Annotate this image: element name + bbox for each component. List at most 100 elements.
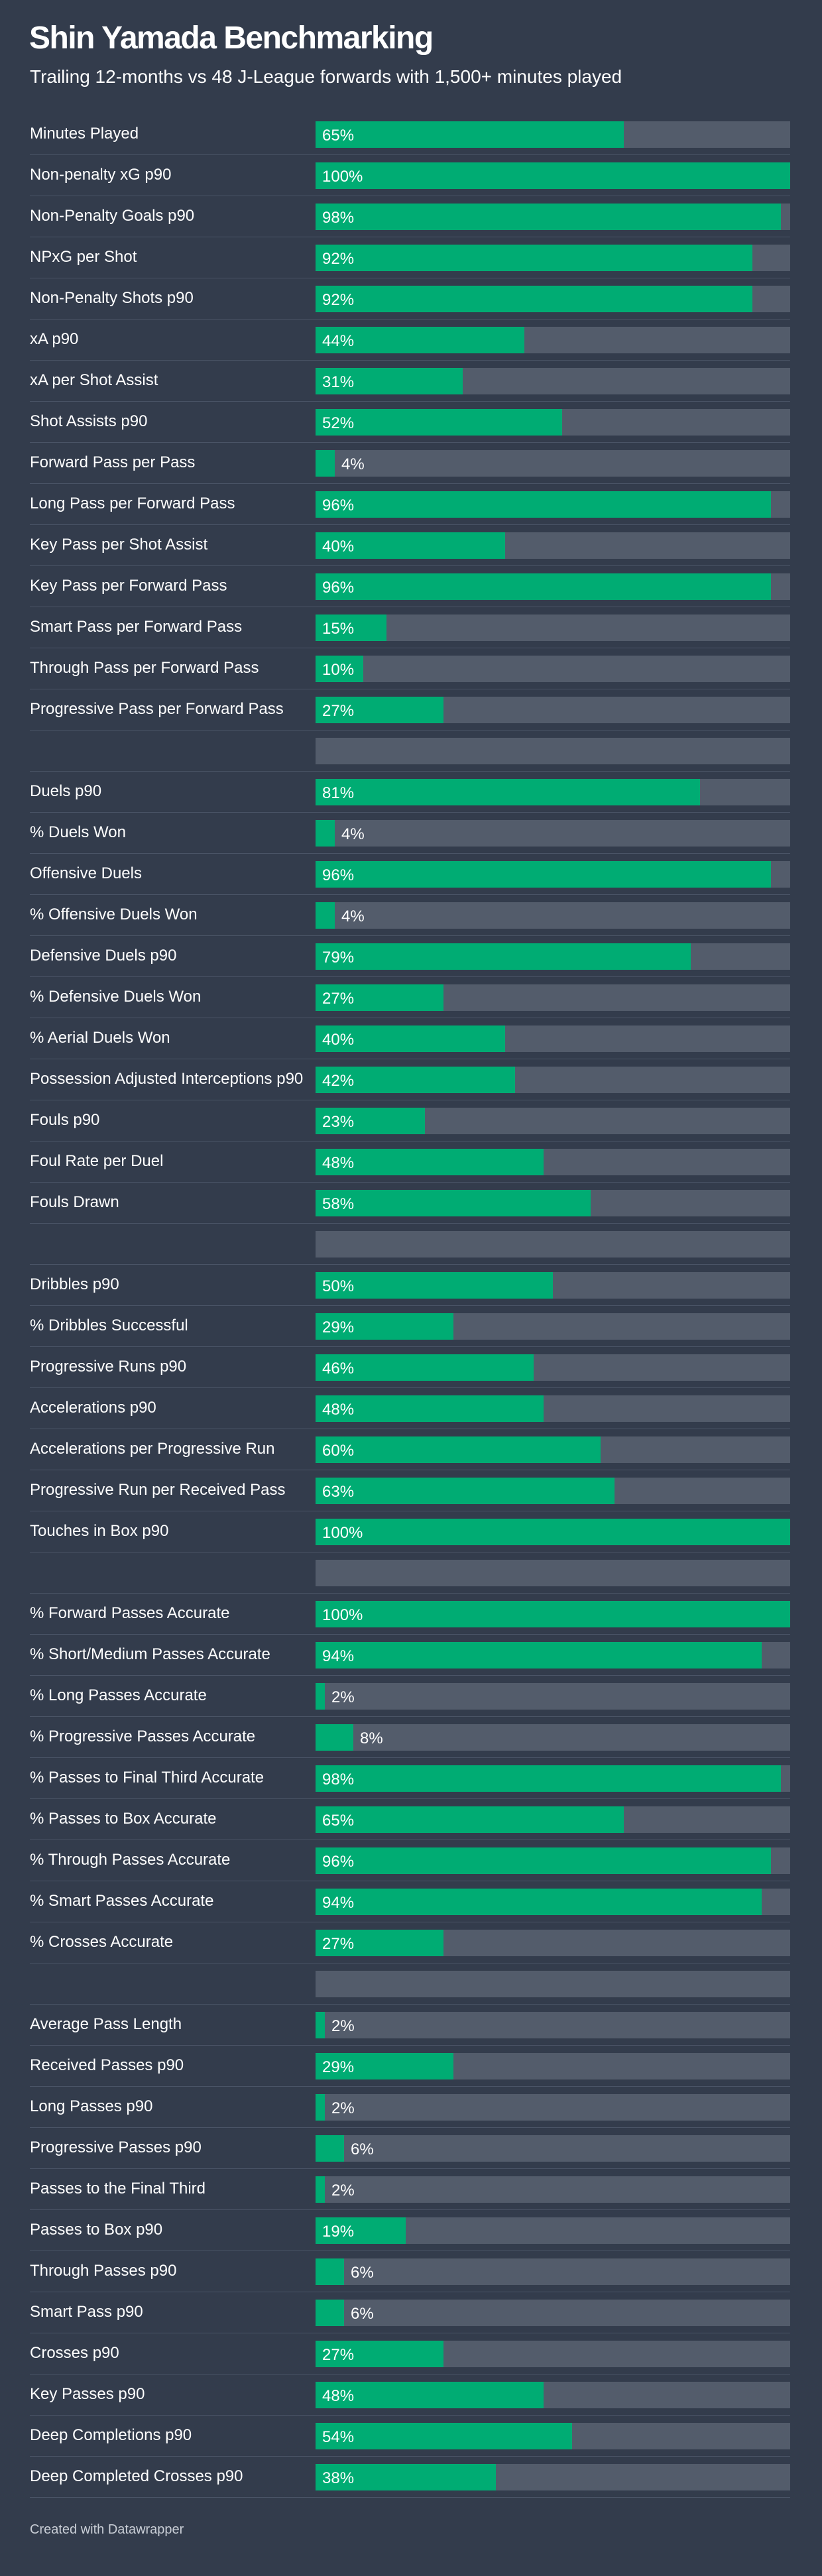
bar-track: 15% [316, 615, 790, 641]
value-label: 6% [351, 2140, 374, 2158]
bar-row [0, 1963, 822, 2005]
value-label: 6% [351, 2305, 374, 2323]
bar-track: 29% [316, 1313, 790, 1340]
bar-track: 98% [316, 1765, 790, 1792]
category-label: Key Pass per Shot Assist [30, 536, 208, 554]
value-label: 48% [322, 2387, 355, 2405]
bar-track: 42% [316, 1067, 790, 1093]
bar-row: Received Passes p90 29% [0, 2046, 822, 2087]
row-divider [30, 1223, 790, 1224]
bar-track: 44% [316, 327, 790, 353]
category-label: % Crosses Accurate [30, 1933, 174, 1951]
category-label: Through Passes p90 [30, 2262, 177, 2280]
category-label: % Progressive Passes Accurate [30, 1727, 256, 1745]
bar-row: Non-Penalty Shots p90 92% [0, 278, 822, 320]
bar-row: Foul Rate per Duel 48% [0, 1142, 822, 1183]
category-label: Minutes Played [30, 125, 139, 143]
bar-row: % Passes to Box Accurate 65% [0, 1799, 822, 1840]
row-divider [30, 2045, 790, 2046]
bar-track: 96% [316, 573, 790, 600]
bar-row: % Aerial Duels Won 40% [0, 1018, 822, 1059]
value-label: 44% [322, 332, 355, 350]
value-label: 29% [322, 2058, 355, 2076]
bar-track: 2% [316, 2012, 790, 2038]
row-divider [30, 154, 790, 155]
row-divider [30, 1346, 790, 1347]
category-label: % Long Passes Accurate [30, 1686, 207, 1704]
bar [316, 2217, 406, 2244]
bar [316, 1847, 771, 1874]
value-label: 27% [322, 2346, 355, 2364]
bar-row: % Crosses Accurate 27% [0, 1922, 822, 1963]
category-label: % Passes to Box Accurate [30, 1810, 217, 1828]
bar-track: 94% [316, 1889, 790, 1915]
bar-row: Passes to the Final Third 2% [0, 2169, 822, 2210]
bar [316, 1806, 624, 1833]
bar [316, 943, 691, 970]
bar-track: 81% [316, 779, 790, 805]
value-label: 19% [322, 2223, 355, 2241]
category-label: Non-Penalty Goals p90 [30, 207, 195, 225]
category-label: Progressive Passes p90 [30, 2138, 202, 2156]
bar-row: Dribbles p90 50% [0, 1265, 822, 1306]
bar-track: 4% [316, 450, 790, 477]
bar-row: Progressive Pass per Forward Pass 27% [0, 689, 822, 731]
value-label: 60% [322, 1442, 355, 1460]
bar [316, 2300, 344, 2326]
bar [316, 779, 700, 805]
value-label: 48% [322, 1154, 355, 1172]
bar-row: Key Pass per Shot Assist 40% [0, 525, 822, 566]
bar-track [316, 1231, 790, 1258]
bar-track: 27% [316, 1930, 790, 1956]
category-label: Accelerations p90 [30, 1399, 156, 1417]
bar-row: % Long Passes Accurate 2% [0, 1676, 822, 1717]
bar-row: Progressive Run per Received Pass 63% [0, 1470, 822, 1511]
value-label: 96% [322, 1853, 355, 1871]
value-label: 98% [322, 209, 355, 227]
bar-row: Non-Penalty Goals p90 98% [0, 196, 822, 237]
category-label: Crosses p90 [30, 2344, 119, 2362]
bar-row: xA per Shot Assist 31% [0, 361, 822, 402]
bar-track: 100% [316, 162, 790, 189]
category-label: % Aerial Duels Won [30, 1029, 170, 1047]
value-label: 94% [322, 1647, 355, 1665]
category-label: Deep Completions p90 [30, 2426, 192, 2444]
row-divider [30, 2209, 790, 2210]
row-divider [30, 2415, 790, 2416]
value-label: 6% [351, 2264, 374, 2282]
bar [316, 491, 771, 518]
row-divider [30, 524, 790, 525]
row-divider [30, 1593, 790, 1594]
value-label: 2% [331, 2099, 355, 2117]
bar-track: 6% [316, 2300, 790, 2326]
row-divider [30, 894, 790, 895]
bar-row: xA p90 44% [0, 320, 822, 361]
value-label: 65% [322, 1812, 355, 1830]
bar-track: 52% [316, 409, 790, 436]
bar [316, 902, 335, 929]
row-divider [30, 2168, 790, 2169]
category-label: Defensive Duels p90 [30, 947, 177, 965]
bar [316, 1190, 591, 1216]
bar-row: Minutes Played 65% [0, 114, 822, 155]
category-label: Foul Rate per Duel [30, 1152, 164, 1170]
bar-row: Smart Pass per Forward Pass 15% [0, 607, 822, 648]
bar-track: 96% [316, 861, 790, 888]
bar-track: 48% [316, 2382, 790, 2408]
category-label: Non-penalty xG p90 [30, 166, 172, 184]
row-divider [30, 1305, 790, 1306]
bar-row: Deep Completions p90 54% [0, 2416, 822, 2457]
bar-row: Passes to Box p90 19% [0, 2210, 822, 2251]
bar [316, 327, 524, 353]
bar-track: 63% [316, 1478, 790, 1504]
bar [316, 697, 443, 723]
bar [316, 1395, 544, 1422]
bar-track: 79% [316, 943, 790, 970]
bar-track: 23% [316, 1108, 790, 1134]
value-label: 31% [322, 373, 355, 391]
bar-row: % Short/Medium Passes Accurate 94% [0, 1635, 822, 1676]
category-label: Dribbles p90 [30, 1275, 119, 1293]
bar-row: % Passes to Final Third Accurate 98% [0, 1758, 822, 1799]
category-label: Fouls p90 [30, 1111, 100, 1129]
